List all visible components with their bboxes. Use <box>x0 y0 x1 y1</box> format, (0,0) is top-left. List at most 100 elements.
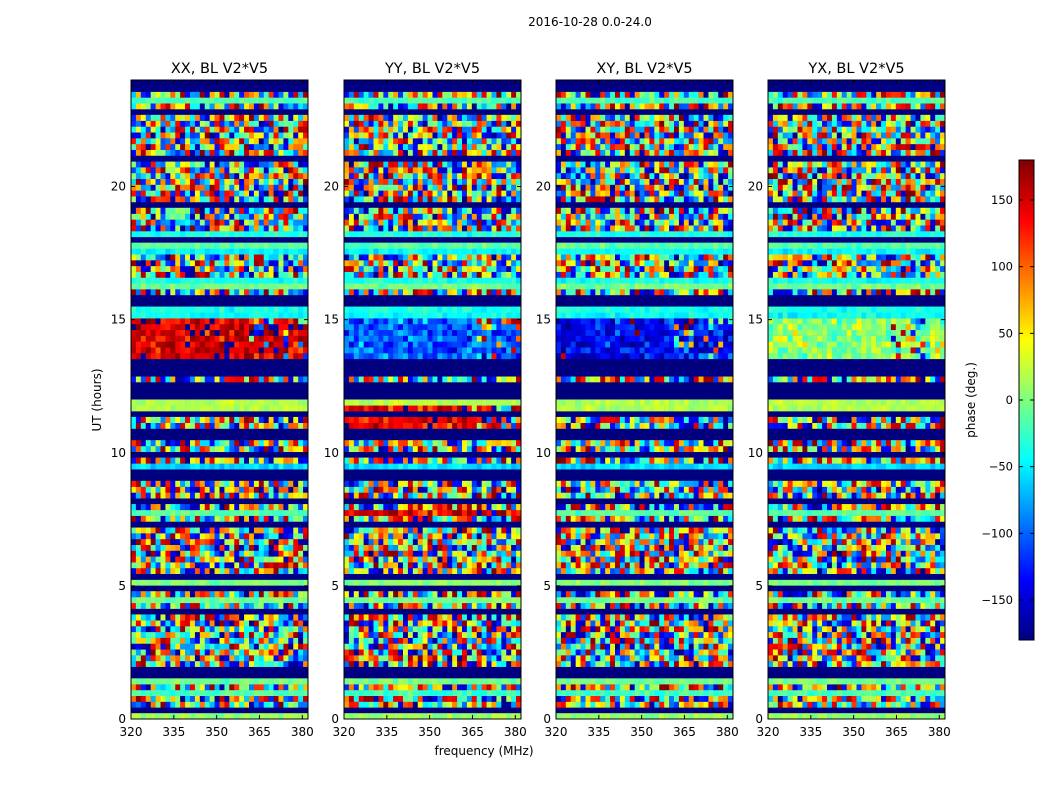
heatmap-cell <box>447 492 453 499</box>
heatmap-cell <box>224 242 230 249</box>
heatmap-cell <box>303 353 309 360</box>
heatmap-cell <box>393 533 399 540</box>
heatmap-cell <box>219 219 225 226</box>
heatmap-cell <box>258 492 264 499</box>
heatmap-cell <box>273 533 279 540</box>
heatmap-cell <box>175 695 181 702</box>
heatmap-cell <box>170 457 176 464</box>
heatmap-cell <box>293 701 299 708</box>
heatmap-cell <box>170 312 176 319</box>
heatmap-cell <box>135 544 142 551</box>
heatmap-cell <box>199 533 205 540</box>
heatmap-cell <box>427 463 433 470</box>
heatmap-cell <box>398 504 404 511</box>
heatmap-cell <box>258 306 264 313</box>
heatmap-cell <box>398 666 404 673</box>
heatmap-cell <box>204 573 210 580</box>
heatmap-cell <box>185 678 191 685</box>
heatmap-cell <box>407 643 414 650</box>
heatmap-cell <box>442 597 448 604</box>
heatmap-cell <box>412 684 418 691</box>
heatmap-cell <box>214 492 220 499</box>
heatmap-cell <box>244 486 250 493</box>
heatmap-cell <box>150 614 156 621</box>
heatmap-cell <box>283 480 289 487</box>
heatmap-cell <box>486 649 492 656</box>
heatmap-cell <box>363 399 369 406</box>
heatmap-cell <box>516 376 522 383</box>
heatmap-cell <box>268 399 274 406</box>
heatmap-cell <box>447 463 453 470</box>
heatmap-cell <box>244 277 250 284</box>
heatmap-cell <box>131 103 137 110</box>
heatmap-cell <box>293 207 299 214</box>
heatmap-cell <box>258 457 264 464</box>
heatmap-cell <box>457 579 463 586</box>
heatmap-cell <box>288 678 294 685</box>
heatmap-cell <box>303 306 309 313</box>
heatmap-cell <box>224 643 230 650</box>
heatmap-cell <box>268 219 274 226</box>
heatmap-cell <box>363 567 369 575</box>
heatmap-cell <box>160 515 166 522</box>
heatmap-cell <box>155 91 161 98</box>
heatmap-cell <box>476 445 482 453</box>
heatmap-cell <box>258 353 264 360</box>
heatmap-cell <box>175 591 181 598</box>
heatmap-cell <box>412 399 418 406</box>
heatmap-cell <box>273 329 279 336</box>
heatmap-cell <box>298 422 304 429</box>
heatmap-cell <box>373 695 379 702</box>
heatmap-cell <box>427 370 433 377</box>
heatmap-cell <box>442 440 448 447</box>
heatmap-cell <box>244 161 250 168</box>
heatmap-cell <box>303 126 309 133</box>
heatmap-cell <box>253 666 260 673</box>
heatmap-cell <box>194 695 201 702</box>
heatmap-cell <box>511 597 517 604</box>
heatmap-cell <box>393 538 399 545</box>
heatmap-cell <box>145 591 151 598</box>
heatmap-cell <box>293 573 299 580</box>
heatmap-cell <box>496 445 502 453</box>
heatmap-cell <box>135 550 142 557</box>
heatmap-cell <box>263 155 269 162</box>
heatmap-cell <box>298 178 304 185</box>
heatmap-cell <box>481 591 487 598</box>
heatmap-cell <box>491 597 497 604</box>
heatmap-cell <box>135 225 142 232</box>
heatmap-cell <box>303 376 309 383</box>
heatmap-cell <box>363 405 369 412</box>
heatmap-cell <box>214 231 220 238</box>
heatmap-cell <box>214 504 220 511</box>
heatmap-cell <box>412 422 418 429</box>
heatmap-cell <box>131 289 137 296</box>
heatmap-cell <box>239 289 245 296</box>
heatmap-cell <box>253 637 260 644</box>
heatmap-cell <box>160 161 166 168</box>
heatmap-cell <box>185 376 191 383</box>
heatmap-cell <box>481 695 487 702</box>
heatmap-cell <box>491 445 497 453</box>
heatmap-cell <box>244 631 250 638</box>
heatmap-cell <box>160 312 166 319</box>
heatmap-cell <box>283 184 289 191</box>
heatmap-cell <box>486 353 492 360</box>
heatmap-cell <box>175 701 181 708</box>
heatmap-cell <box>145 103 151 110</box>
heatmap-cell <box>283 207 289 214</box>
heatmap-cell <box>511 527 517 534</box>
heatmap-cell <box>388 463 394 470</box>
heatmap-cell <box>165 620 171 627</box>
heatmap-cell <box>219 695 225 702</box>
heatmap-cell <box>219 132 225 139</box>
heatmap-cell <box>224 713 230 720</box>
heatmap-cell <box>160 120 166 127</box>
heatmap-cell <box>491 713 497 720</box>
heatmap-cell <box>263 597 269 604</box>
heatmap-cell <box>486 660 492 667</box>
heatmap-cell <box>239 562 245 569</box>
heatmap-cell <box>348 695 355 702</box>
heatmap-cell <box>452 684 458 691</box>
heatmap-cell <box>388 416 394 423</box>
